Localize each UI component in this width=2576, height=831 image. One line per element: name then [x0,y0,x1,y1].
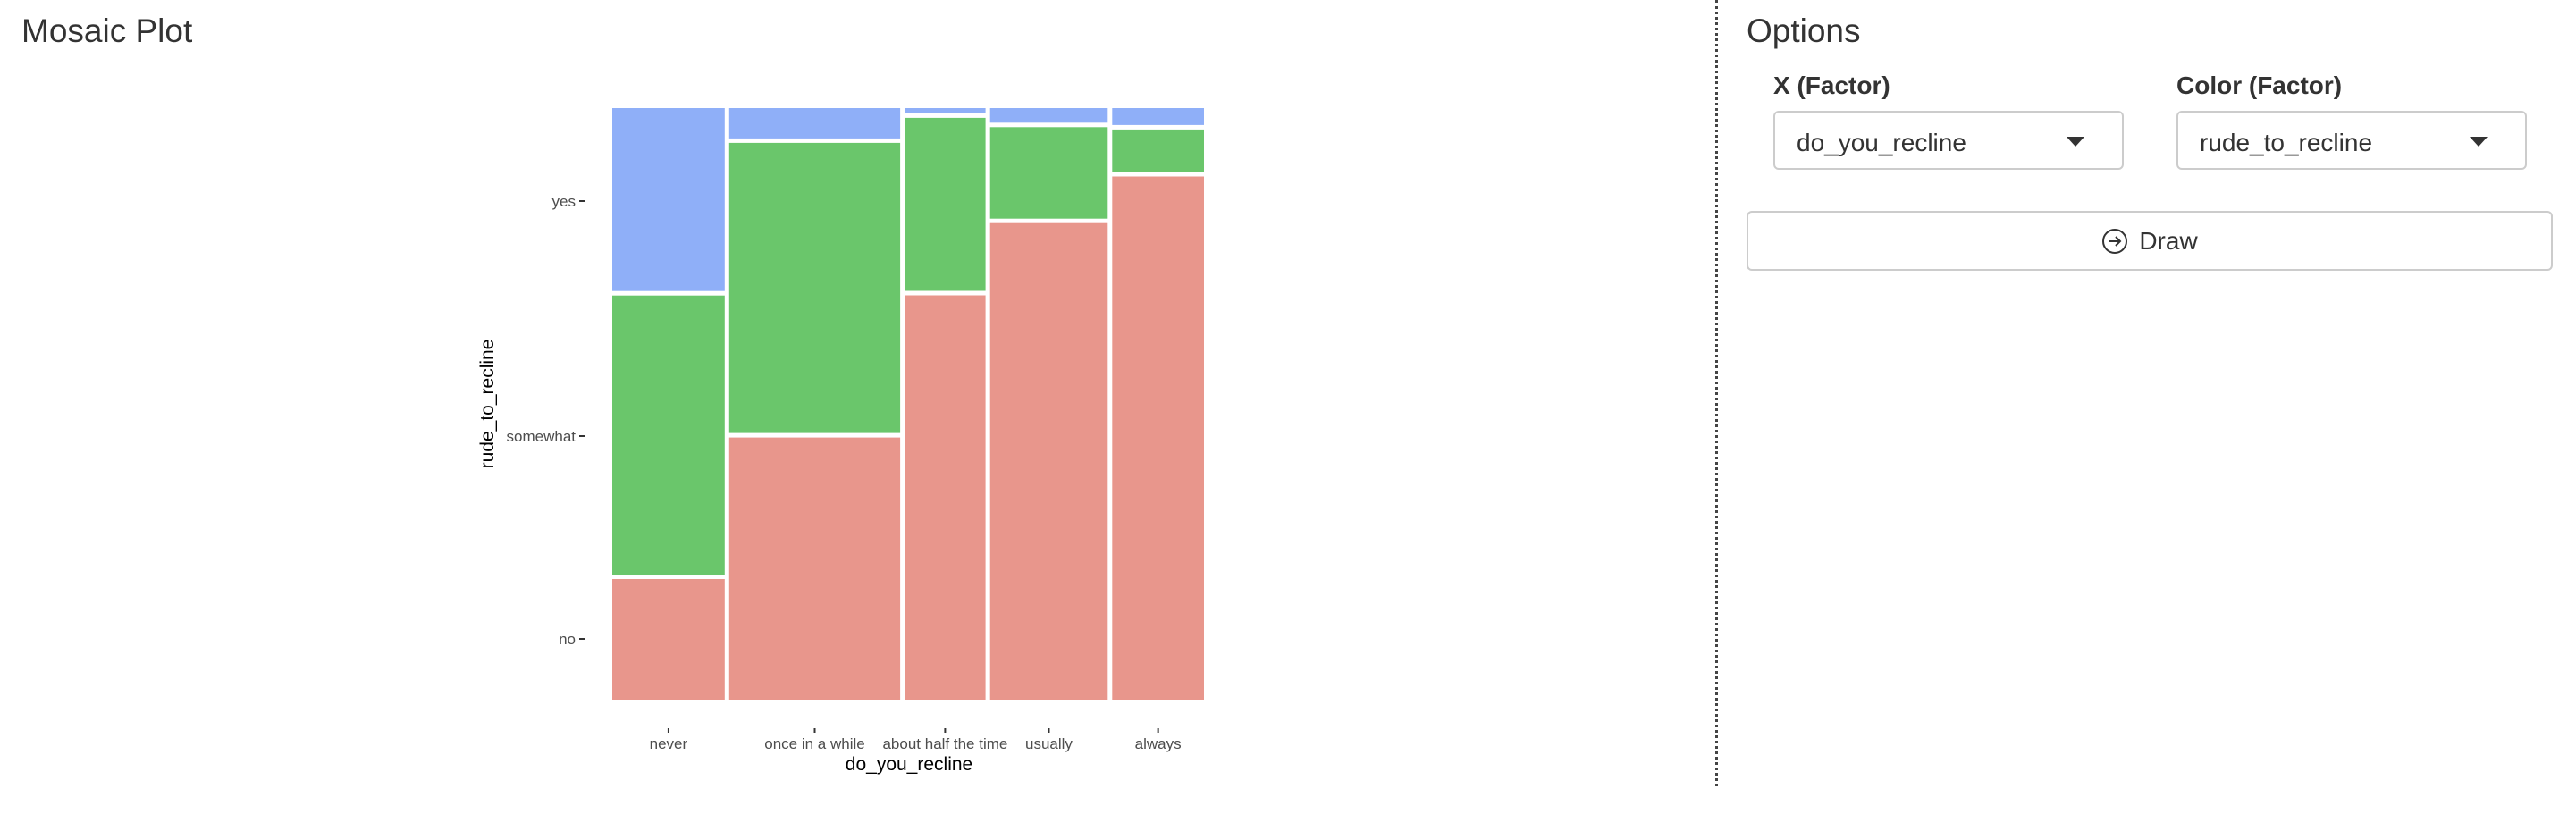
x-factor-field: X (Factor) do_you_recline [1773,71,2124,170]
mosaic-plot: never once in a while about half the time u… [477,108,1204,775]
x-tick-label: usually [1025,735,1073,752]
arrow-right-circle-icon [2101,228,2128,255]
mosaic-tile-somewhat [1112,129,1204,172]
mosaic-tile-yes [905,108,986,113]
mosaic-tile-somewhat [989,127,1108,219]
mosaic-tile-no [1112,176,1204,700]
mosaic-tile-somewhat [728,142,901,433]
x-tick-label: never [650,735,688,752]
x-factor-label: X (Factor) [1773,71,1890,99]
x-tick-label: once in a while [764,735,864,752]
mosaic-tile-yes [728,108,901,138]
x-axis-title: do_you_recline [846,754,972,775]
y-tick-label: yes [552,193,576,210]
x-factor-select[interactable]: do_you_recline [1773,111,2124,170]
mosaic-tile-yes [612,108,725,291]
y-axis-title: rude_to_recline [477,340,498,469]
x-factor-value: do_you_recline [1797,129,1966,156]
mosaic-tile-no [612,579,725,700]
options-panel: Options X (Factor) do_you_recline Color … [1718,0,2576,786]
pane-splitter[interactable] [1715,0,1718,786]
caret-down-icon [2067,137,2084,147]
color-factor-select[interactable]: rude_to_recline [2176,111,2527,170]
mosaic-tile-yes [989,108,1108,123]
mosaic-tile-somewhat [905,117,986,291]
caret-down-icon [2470,137,2488,147]
draw-button[interactable]: Draw [1747,211,2553,271]
x-tick-label: about half the time [882,735,1007,752]
page-title: Mosaic Plot [21,13,193,49]
y-tick-label: somewhat [507,428,577,445]
mosaic-tile-no [989,222,1108,700]
mosaic-tile-no [728,437,901,700]
plot-panel: Mosaic Plot never once in a while about ha… [21,13,1204,775]
mosaic-tile-no [905,295,986,700]
options-title: Options [1747,13,1861,49]
color-factor-field: Color (Factor) rude_to_recline [2176,71,2527,170]
draw-button-label: Draw [2139,226,2198,255]
color-factor-value: rude_to_recline [2200,129,2373,156]
color-factor-label: Color (Factor) [2176,71,2343,99]
x-tick-label: always [1135,735,1182,752]
mosaic-tile-yes [1112,108,1204,125]
y-tick-label: no [559,631,576,648]
mosaic-tile-somewhat [612,295,725,575]
